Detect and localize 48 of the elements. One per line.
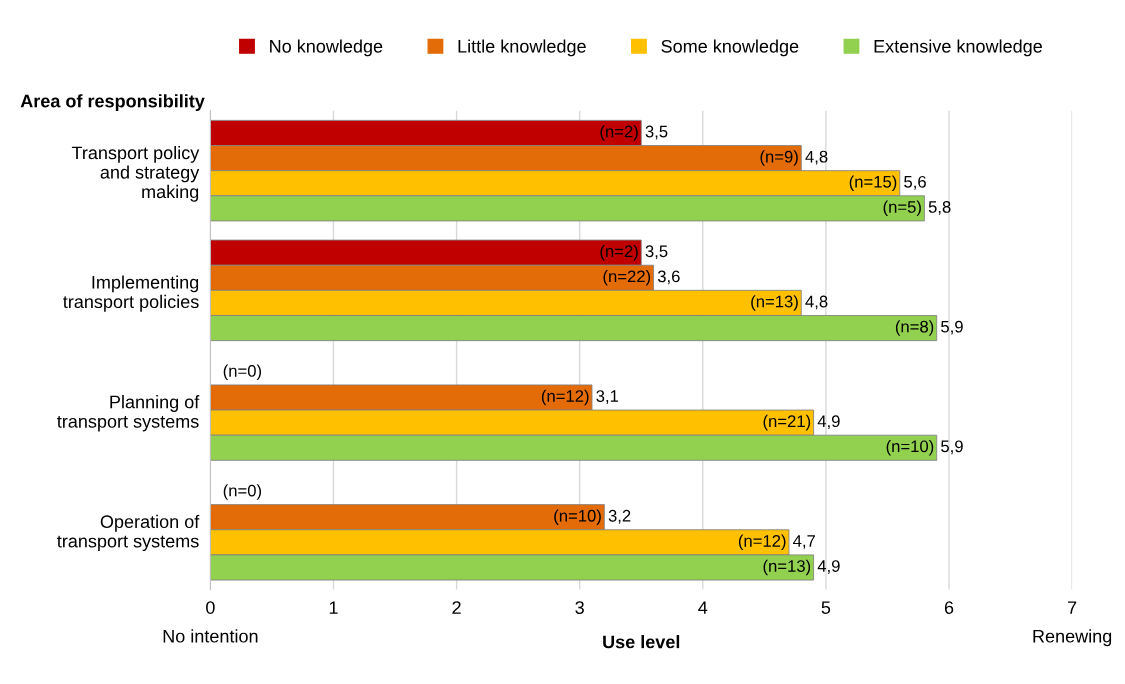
- data-label: 5,9: [941, 320, 963, 335]
- annotation: (n=15): [849, 175, 897, 191]
- x-tick-label: 1: [329, 601, 338, 614]
- annotation: (n=2): [600, 125, 638, 141]
- legend-label: Extensive knowledge: [874, 39, 1042, 57]
- annotation: (n=10): [886, 440, 934, 456]
- y-tick-label: Transport policy and strategy making: [71, 145, 200, 202]
- annotation: (n=0): [223, 364, 262, 381]
- data-label: 3,1: [596, 390, 619, 404]
- data-label: 3,5: [645, 125, 668, 140]
- data-label: 5,6: [904, 175, 926, 190]
- x-tick-label: 4: [698, 601, 708, 614]
- annotation: (n=9): [760, 150, 798, 166]
- y-tick-label: Operation of transport systems: [57, 514, 200, 552]
- annotation: (n=22): [603, 270, 651, 286]
- annotation: (n=12): [738, 534, 786, 551]
- annotation: (n=2): [600, 244, 638, 261]
- y-tick-label: Planning of transport systems: [57, 395, 200, 432]
- y-tick-label: Implementing transport policies: [63, 275, 199, 312]
- data-label: 3,5: [645, 245, 668, 260]
- annotation: (n=12): [541, 389, 589, 406]
- x-tick-label: 2: [452, 601, 461, 614]
- data-label: 5,9: [941, 440, 963, 455]
- x-tick-label: 6: [944, 601, 954, 614]
- data-label: 5,8: [928, 201, 951, 215]
- x-tick-label: 0 No intention: [163, 601, 258, 643]
- annotation: (n=8): [895, 320, 934, 336]
- data-label: 4,7: [793, 535, 815, 549]
- x-tick-label: 3: [575, 601, 584, 614]
- data-label: 4,8: [805, 150, 828, 165]
- legend-label: No knowledge: [270, 39, 383, 57]
- annotation: (n=5): [883, 200, 921, 217]
- data-label: 3,2: [608, 509, 631, 524]
- x-axis-title: Use level: [603, 635, 680, 649]
- data-label: 4,8: [805, 295, 828, 310]
- annotation: (n=13): [763, 559, 811, 576]
- y-axis-title: Area of responsibility: [20, 94, 205, 112]
- data-label: 4,9: [817, 560, 840, 574]
- x-tick-label: 7 Renewing: [1033, 601, 1112, 647]
- legend-label: Little knowledge: [458, 39, 586, 57]
- annotation: (n=13): [751, 295, 798, 311]
- annotation: (n=0): [223, 484, 262, 500]
- annotation: (n=10): [554, 509, 601, 525]
- x-tick-label: 5: [821, 601, 831, 614]
- data-label: 3,6: [657, 270, 680, 285]
- data-label: 4,9: [817, 415, 840, 430]
- annotation: (n=21): [763, 414, 811, 431]
- legend-label: Some knowledge: [661, 39, 799, 57]
